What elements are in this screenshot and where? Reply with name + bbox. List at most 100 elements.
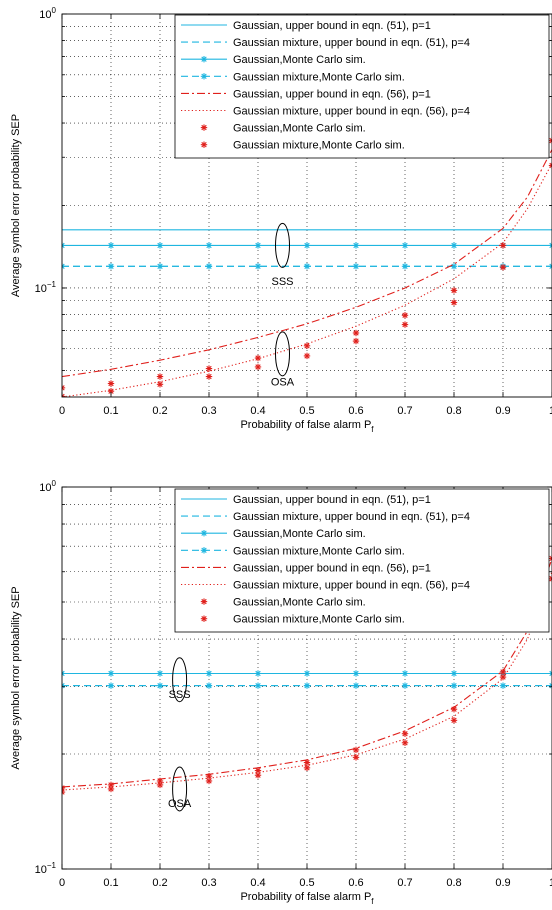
legend-label: Gaussian,Monte Carlo sim. <box>233 123 366 135</box>
data-point <box>156 373 164 380</box>
x-tick-label: 0.3 <box>201 405 216 417</box>
data-point <box>450 287 458 294</box>
data-point <box>352 670 360 677</box>
x-axis-label: Probability of false alarm Pf <box>240 891 374 906</box>
legend-box <box>174 14 550 159</box>
data-point <box>303 263 311 270</box>
legend-label: Gaussian,Monte Carlo sim. <box>233 528 366 540</box>
data-point <box>548 242 552 249</box>
x-tick-label: 0.7 <box>397 405 412 417</box>
data-point <box>205 777 213 785</box>
data-point <box>156 242 164 249</box>
x-tick-label: 0.6 <box>348 405 363 417</box>
data-point <box>352 754 360 761</box>
data-point <box>303 764 311 772</box>
legend: Gaussian, upper bound in eqn. (51), p=1 G… <box>174 488 550 633</box>
data-point <box>254 263 262 270</box>
x-tick-label: 1 <box>549 877 552 889</box>
data-point <box>156 381 164 388</box>
legend-label: Gaussian, upper bound in eqn. (51), p=1 <box>233 20 431 32</box>
annotation-label: SSS <box>271 276 293 288</box>
legend-entry: Gaussian, upper bound in eqn. (51), p=1 <box>181 494 431 506</box>
legend-label: Gaussian,Monte Carlo sim. <box>233 54 366 66</box>
legend-entry: Gaussian,Monte Carlo sim. <box>200 123 366 135</box>
series-group <box>62 137 552 397</box>
x-axis-label: Probability of false alarm Pf <box>240 419 374 434</box>
series-6 <box>62 571 552 791</box>
data-point <box>107 263 115 270</box>
annotation-ellipse <box>172 766 188 812</box>
data-point <box>303 352 311 360</box>
data-point <box>107 380 115 387</box>
legend-entry: Gaussian mixture,Monte Carlo sim. <box>181 545 405 557</box>
legend-label: Gaussian mixture,Monte Carlo sim. <box>233 614 405 626</box>
chart-1: 0 0.1 0.2 0.3 0.4 0.5 0.6 0.7 0.8 0.9 1 10−1 100 Prob… <box>10 6 552 434</box>
series-6 <box>62 163 552 397</box>
series-4 <box>62 682 552 689</box>
legend-label: Gaussian, upper bound in eqn. (51), p=1 <box>233 494 431 506</box>
legend-marker <box>200 598 208 605</box>
x-tick-label: 0 <box>59 405 65 417</box>
data-point <box>401 242 409 249</box>
data-point <box>303 682 311 689</box>
series-8 <box>62 162 552 397</box>
data-point <box>450 299 458 306</box>
series-line <box>62 163 552 397</box>
data-point <box>205 670 213 677</box>
data-point <box>401 670 409 677</box>
x-tick-label: 0.2 <box>152 877 167 889</box>
legend-entry: Gaussian,Monte Carlo sim. <box>200 597 366 609</box>
x-tick-label: 0.4 <box>250 877 265 889</box>
y-tick-label: 100 <box>39 6 56 21</box>
annotation-label: SSS <box>169 689 191 701</box>
x-tick-label: 0.5 <box>299 405 314 417</box>
legend-label: Gaussian mixture, upper bound in eqn. (5… <box>233 511 470 523</box>
data-point <box>254 670 262 677</box>
y-tick-label: 10−1 <box>35 280 57 295</box>
series-7 <box>62 137 552 392</box>
legend-entry: Gaussian mixture,Monte Carlo sim. <box>200 140 405 152</box>
data-point <box>156 682 164 689</box>
data-point <box>254 682 262 689</box>
data-point <box>548 162 552 169</box>
data-point <box>352 329 360 337</box>
data-point <box>254 772 262 779</box>
x-tick-label: 0.1 <box>103 405 118 417</box>
x-tick-label: 0.8 <box>446 405 461 417</box>
legend-label: Gaussian mixture,Monte Carlo sim. <box>233 545 405 557</box>
legend-entry: Gaussian, upper bound in eqn. (56), p=1 <box>181 562 431 574</box>
legend-label: Gaussian mixture, upper bound in eqn. (5… <box>233 106 470 118</box>
data-point <box>499 242 507 249</box>
legend-label: Gaussian mixture, upper bound in eqn. (5… <box>233 37 470 49</box>
data-point <box>401 739 409 746</box>
data-point <box>156 781 164 789</box>
x-tick-label: 0.6 <box>348 877 363 889</box>
legend-marker <box>200 141 208 148</box>
chart-2: 0 0.1 0.2 0.3 0.4 0.5 0.6 0.7 0.8 0.9 1 10−1 100 Prob… <box>10 479 552 906</box>
data-point <box>254 363 262 371</box>
data-point <box>303 342 311 350</box>
legend-label: Gaussian, upper bound in eqn. (56), p=1 <box>233 562 431 574</box>
data-point <box>205 263 213 270</box>
data-point <box>156 670 164 677</box>
legend-marker <box>200 124 208 131</box>
data-point <box>205 365 213 372</box>
series-3 <box>62 242 552 249</box>
legend-entry: Gaussian mixture, upper bound in eqn. (5… <box>181 37 470 49</box>
legend-entry: Gaussian,Monte Carlo sim. <box>181 54 366 66</box>
data-point <box>548 670 552 677</box>
x-tick-label: 0.2 <box>152 405 167 417</box>
x-tick-label: 0.7 <box>397 877 412 889</box>
legend-label: Gaussian mixture,Monte Carlo sim. <box>233 140 405 152</box>
x-tick-label: 1 <box>549 405 552 417</box>
legend-entry: Gaussian, upper bound in eqn. (51), p=1 <box>181 20 431 32</box>
data-point <box>352 337 360 345</box>
x-tick-label: 0.3 <box>201 877 216 889</box>
legend-entry: Gaussian,Monte Carlo sim. <box>181 528 366 540</box>
data-point <box>303 242 311 249</box>
legend: Gaussian, upper bound in eqn. (51), p=1 G… <box>174 14 550 159</box>
data-point <box>254 354 262 362</box>
data-point <box>450 706 458 713</box>
data-point <box>401 263 409 270</box>
